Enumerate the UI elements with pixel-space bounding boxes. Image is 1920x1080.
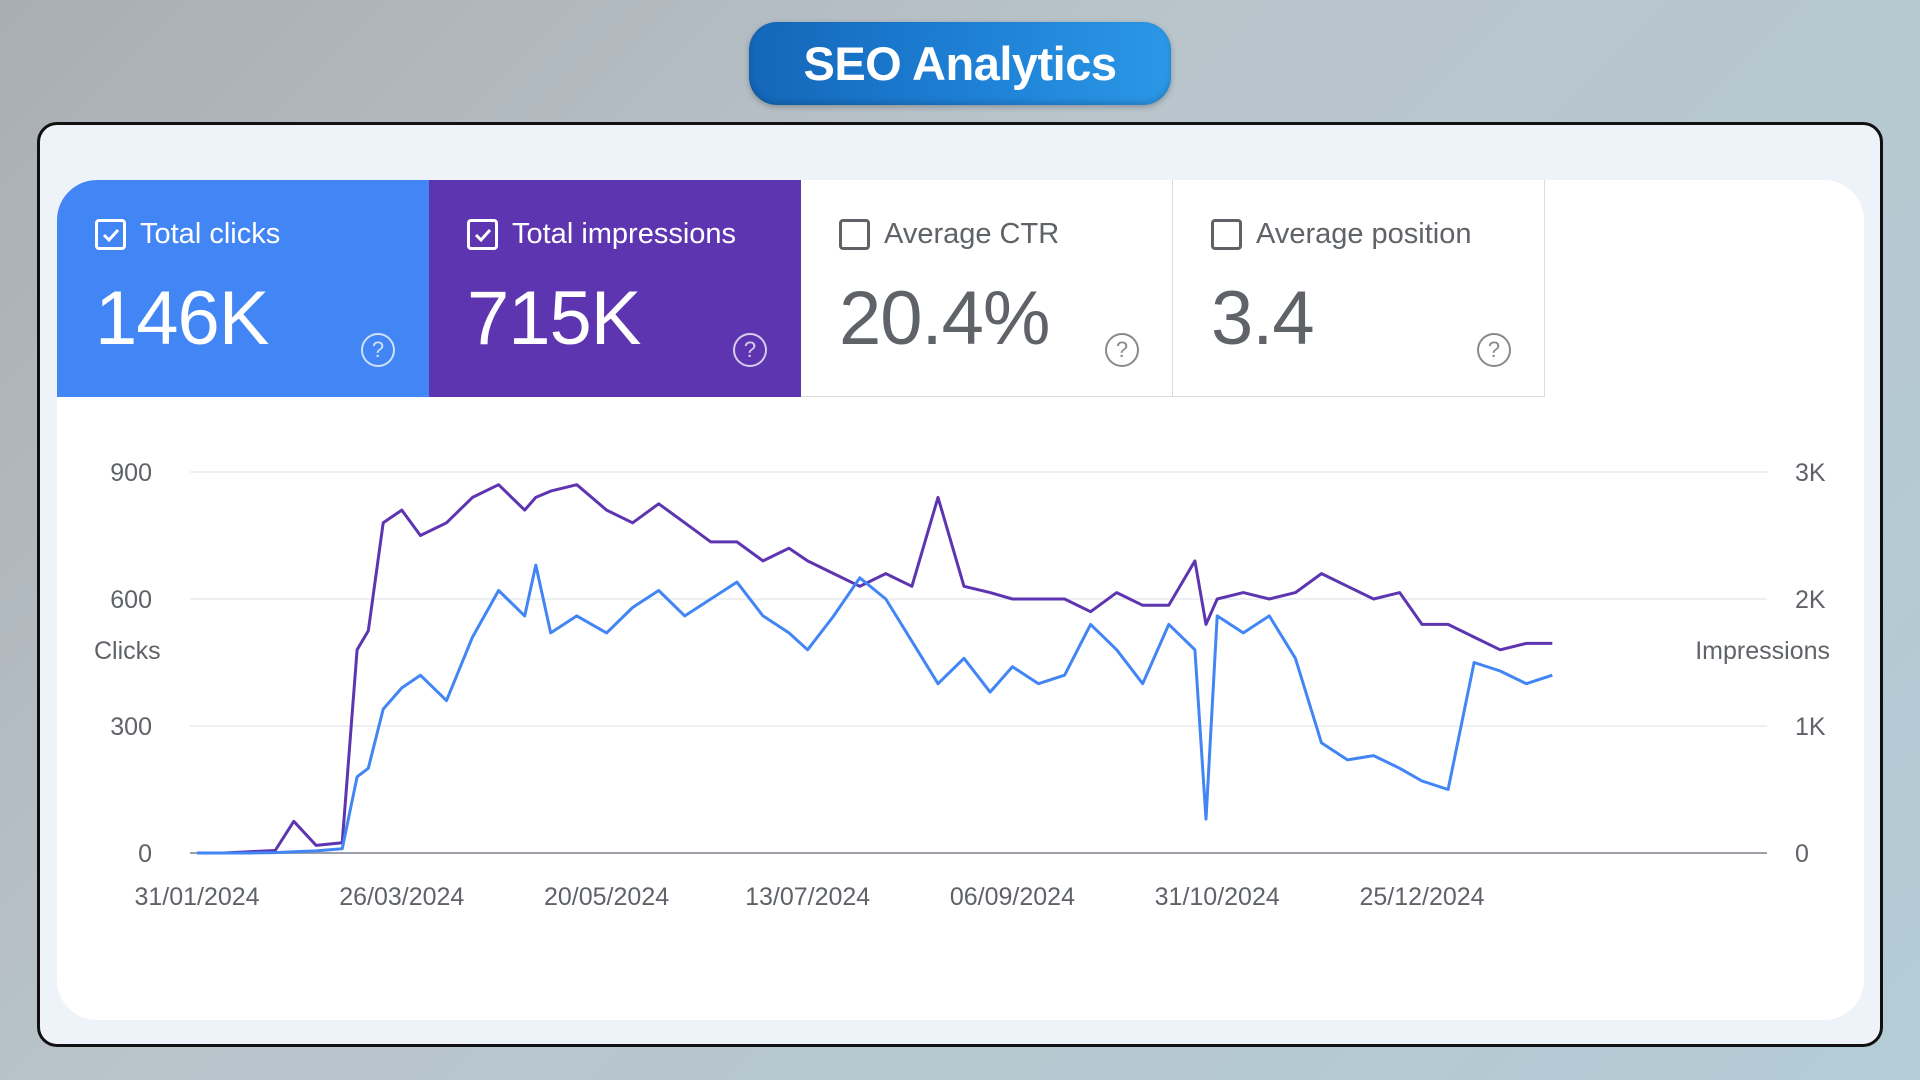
metric-value: 715K (467, 276, 641, 361)
metric-label: Average CTR (884, 218, 1060, 250)
line-chart: Clicks Impressions 900 600 300 0 3K 2K 1K 0 31… (94, 459, 1830, 911)
y-axis-title: Clicks (94, 637, 161, 665)
metric-value: 3.4 (1211, 276, 1315, 361)
help-circle-icon[interactable]: ? (1105, 333, 1139, 367)
y-tick-label: 0 (138, 840, 152, 868)
help-circle-icon[interactable]: ? (1477, 333, 1511, 367)
y2-tick-label: 1K (1795, 713, 1826, 741)
metric-label: Total impressions (512, 218, 737, 250)
y2-axis-title: Impressions (1695, 637, 1830, 665)
series-line-clicks (197, 563, 1553, 855)
y2-tick-label: 2K (1795, 586, 1826, 614)
series-lines (197, 483, 1553, 855)
page-title: SEO Analytics (749, 22, 1171, 105)
x-tick-label: 31/10/2024 (1155, 883, 1280, 911)
metric-average-position[interactable]: Average position 3.4 ? (1173, 180, 1545, 397)
y2-axis-ticks: 3K 2K 1K 0 (1795, 459, 1826, 868)
help-circle-icon[interactable]: ? (733, 333, 767, 367)
checkbox-checked-icon[interactable] (95, 219, 126, 250)
checkbox-checked-icon[interactable] (467, 219, 498, 250)
series-line-impressions (197, 483, 1553, 855)
x-tick-label: 26/03/2024 (339, 883, 464, 911)
y2-tick-label: 0 (1795, 840, 1809, 868)
x-tick-label: 13/07/2024 (745, 883, 870, 911)
y-tick-label: 900 (110, 459, 152, 487)
x-tick-label: 31/01/2024 (134, 883, 259, 911)
checkbox-empty-icon[interactable] (1211, 219, 1242, 250)
metric-value: 20.4% (839, 276, 1050, 361)
metric-label: Total clicks (140, 218, 281, 250)
y-axis-ticks: 900 600 300 0 (110, 459, 152, 868)
x-tick-label: 20/05/2024 (544, 883, 669, 911)
gridlines (190, 471, 1767, 854)
help-circle-icon[interactable]: ? (361, 333, 395, 367)
performance-chart: Clicks Impressions 900 600 300 0 3K 2K 1K 0 31… (57, 397, 1864, 997)
y-tick-label: 600 (110, 586, 152, 614)
checkbox-empty-icon[interactable] (839, 219, 870, 250)
performance-card: Total clicks 146K ? Total impressions 71… (57, 180, 1864, 1020)
metric-label: Average position (1256, 218, 1472, 250)
metric-value: 146K (95, 276, 269, 361)
y2-tick-label: 3K (1795, 459, 1826, 487)
x-axis-ticks: 31/01/2024 26/03/2024 20/05/2024 13/07/2024… (134, 883, 1484, 911)
metric-total-impressions[interactable]: Total impressions 715K ? (429, 180, 801, 397)
analytics-panel: Total clicks 146K ? Total impressions 71… (37, 122, 1883, 1047)
metric-tabs: Total clicks 146K ? Total impressions 71… (57, 180, 1545, 397)
y-tick-label: 300 (110, 713, 152, 741)
metric-total-clicks[interactable]: Total clicks 146K ? (57, 180, 429, 397)
x-tick-label: 06/09/2024 (950, 883, 1075, 911)
x-tick-label: 25/12/2024 (1359, 883, 1484, 911)
metric-average-ctr[interactable]: Average CTR 20.4% ? (801, 180, 1173, 397)
